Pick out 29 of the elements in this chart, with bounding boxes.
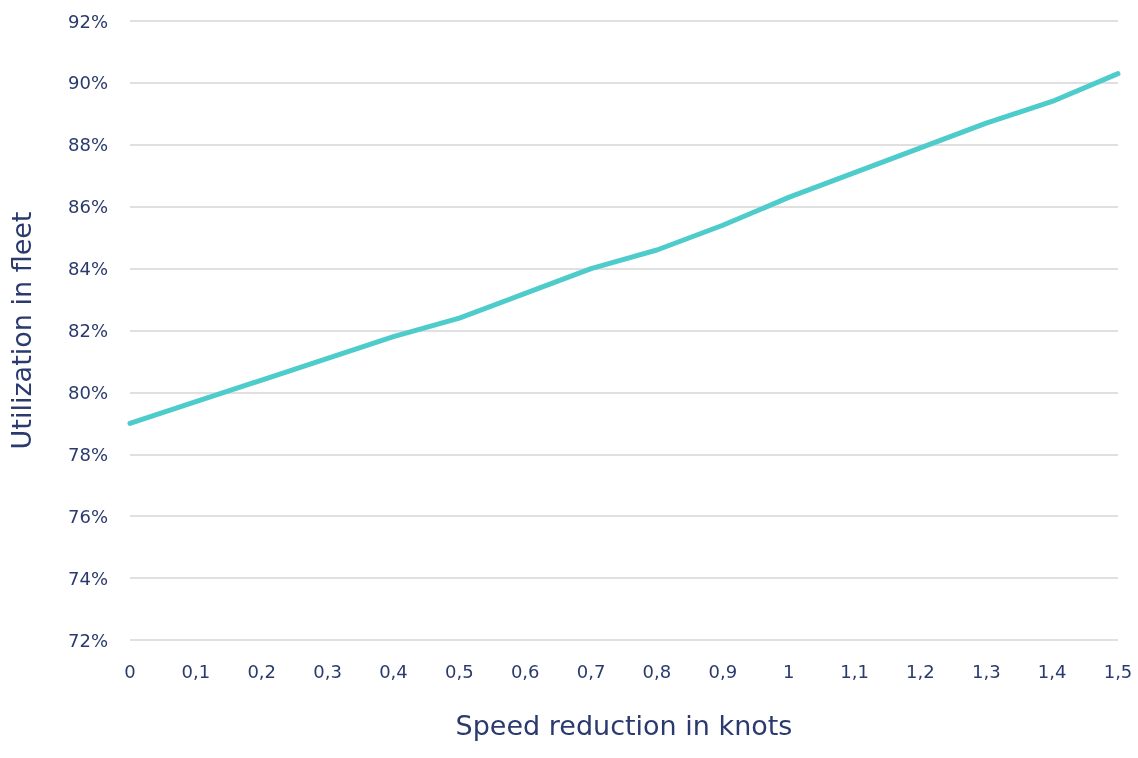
- x-tick-label: 0,7: [576, 660, 606, 682]
- y-tick-label: 74%: [67, 567, 108, 589]
- x-tick-label: 0,1: [181, 660, 211, 682]
- x-tick-label: 1,5: [1103, 660, 1133, 682]
- y-tick-label: 78%: [67, 443, 108, 465]
- y-tick-label: 90%: [67, 72, 108, 94]
- y-tick-label: 72%: [67, 629, 108, 651]
- x-tick-label: 0,9: [708, 660, 738, 682]
- x-tick-label: 0: [124, 660, 136, 682]
- x-axis-title: Speed reduction in knots: [455, 710, 793, 741]
- y-tick-label: 92%: [67, 10, 108, 32]
- x-tick-label: 1: [782, 660, 795, 682]
- y-tick-label: 82%: [67, 320, 108, 341]
- x-tick-label: 0,3: [313, 660, 342, 682]
- x-tick-label: 0,5: [445, 660, 474, 682]
- x-tick-label: 1,4: [1037, 660, 1067, 682]
- x-tick-label: 1,3: [971, 660, 1001, 682]
- x-tick-label: 0,4: [379, 660, 408, 682]
- y-tick-label: 84%: [67, 258, 108, 280]
- y-tick-label: 80%: [67, 381, 108, 403]
- y-tick-label: 76%: [67, 505, 108, 527]
- x-tick-label: 1,1: [840, 660, 869, 682]
- x-tick-label: 0,2: [247, 660, 277, 682]
- x-tick-label: 0,6: [510, 660, 540, 682]
- x-tick-label: 0,8: [642, 660, 672, 682]
- y-axis-title: Utilization in fleet: [6, 211, 37, 450]
- y-tick-label: 88%: [67, 134, 108, 156]
- x-tick-label: 1,2: [906, 660, 935, 682]
- y-tick-label: 86%: [67, 196, 108, 218]
